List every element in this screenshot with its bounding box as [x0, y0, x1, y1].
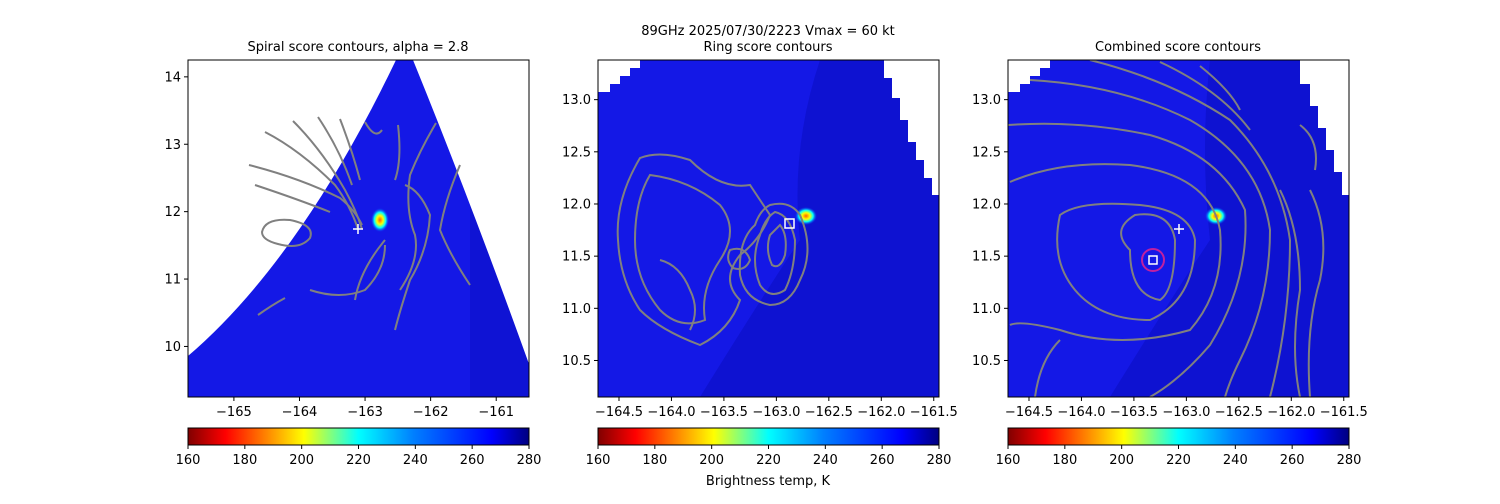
y-tick-label: 10.5: [972, 354, 1001, 369]
x-tick-label: −161.5: [1320, 405, 1368, 420]
combined-score-contours: [1008, 60, 1325, 397]
y-tick-label: 11.0: [562, 302, 591, 317]
axis-ticks: −164.5 −164.0 −163.5 −163.0 −162.5 −162.0 −161…: [562, 93, 958, 420]
panel-spiral: Spiral score contours, alpha = 2.8 −165−…: [164, 40, 541, 468]
swath-blank-area: [188, 60, 396, 356]
colorbar: 160 180 200 220 240 260 280: [996, 427, 1362, 468]
colorbar-ticks: 160 180 200 220 240 260 280: [176, 445, 542, 468]
colorbar-tick-label: 180: [232, 453, 257, 468]
colorbar-tick-label: 200: [699, 453, 724, 468]
colorbar: 160 180 200 220 240 260 280: [176, 427, 542, 468]
axes-frame: [187, 59, 530, 398]
colorbar-tick-label: 280: [517, 453, 542, 468]
x-tick-label: −164.5: [1005, 405, 1053, 420]
colorbar: 160 180 200 220 240 260 280: [586, 427, 952, 468]
x-tick-label: −161.5: [910, 405, 958, 420]
y-tick-label: 11.5: [562, 250, 591, 265]
panel-ring: Ring score contours −164.5 −164.0 −163.5 −1…: [562, 40, 958, 489]
colorbar-tick-label: 280: [927, 453, 952, 468]
y-tick-label: 13.0: [972, 93, 1001, 108]
panel-title: Combined score contours: [1095, 40, 1261, 55]
colorbar-tick-label: 220: [346, 453, 371, 468]
square-marker: [1148, 255, 1158, 265]
x-tick-label: −162.0: [1267, 405, 1315, 420]
axes-frame: [597, 59, 940, 398]
colorbar-tick-label: 240: [403, 453, 428, 468]
x-tick-label: −164.5: [595, 405, 643, 420]
y-tick-label: 14: [164, 70, 181, 85]
colorbar-tick-label: 260: [1280, 453, 1305, 468]
axes-frame: [1007, 59, 1350, 398]
colorbar-tick-label: 240: [813, 453, 838, 468]
x-tick-label: −161: [478, 405, 514, 420]
swath-blank-topleft: [598, 60, 640, 92]
colorbar-tick-label: 220: [756, 453, 781, 468]
x-tick-label: −163.5: [700, 405, 748, 420]
x-tick-label: −162.5: [805, 405, 853, 420]
colorbar-tick-label: 160: [176, 453, 201, 468]
colorbar-tick-label: 260: [870, 453, 895, 468]
x-tick-label: −164.0: [1057, 405, 1105, 420]
swath-blank-right: [413, 60, 529, 364]
axis-ticks: −165 −164 −163 −162 −161 10 11 12 13 14: [164, 70, 514, 420]
cold-spot: [795, 207, 817, 225]
cold-spot: [371, 208, 389, 232]
x-tick-label: −165: [216, 405, 252, 420]
y-tick-label: 12.0: [562, 197, 591, 212]
y-tick-label: 10: [164, 340, 181, 355]
colorbar-tick-label: 240: [1223, 453, 1248, 468]
panel-title: Spiral score contours, alpha = 2.8: [247, 40, 468, 55]
y-tick-label: 12.0: [972, 197, 1001, 212]
spiral-score-contours: [248, 116, 471, 331]
circle-marker: [1141, 248, 1165, 272]
y-tick-label: 12.5: [562, 145, 591, 160]
y-tick-label: 13: [164, 138, 181, 153]
x-tick-label: −163.0: [752, 405, 800, 420]
colorbar-gradient: [597, 427, 940, 446]
y-tick-label: 13.0: [562, 93, 591, 108]
x-tick-label: −164.0: [647, 405, 695, 420]
colorbar-tick-label: 200: [289, 453, 314, 468]
colorbar-ticks: 160 180 200 220 240 260 280: [996, 445, 1362, 468]
swath-blank-topright: [884, 60, 939, 195]
colorbar-tick-label: 160: [586, 453, 611, 468]
swath-blank-topright: [1300, 60, 1349, 195]
figure-suptitle: 89GHz 2025/07/30/2223 Vmax = 60 kt: [641, 24, 895, 39]
y-tick-label: 12.5: [972, 145, 1001, 160]
y-tick-label: 11: [164, 273, 181, 288]
panel-combined: Combined score contours −164.5 −164.0 −163…: [972, 40, 1368, 468]
y-tick-label: 10.5: [562, 354, 591, 369]
colorbar-tick-label: 260: [460, 453, 485, 468]
x-tick-label: −163: [347, 405, 383, 420]
tb-field-dark-region: [1110, 60, 1349, 397]
colorbar-gradient: [1007, 427, 1350, 446]
square-marker: [784, 218, 795, 229]
colorbar-tick-label: 220: [1166, 453, 1191, 468]
x-tick-label: −164: [282, 405, 318, 420]
panel-title: Ring score contours: [703, 40, 832, 55]
colorbar-label: Brightness temp, K: [706, 474, 831, 489]
plus-marker: [353, 224, 363, 234]
colorbar-gradient: [187, 427, 530, 446]
y-tick-label: 11.5: [972, 250, 1001, 265]
colorbar-tick-label: 160: [996, 453, 1021, 468]
colorbar-ticks: 160 180 200 220 240 260 280: [586, 445, 952, 468]
x-tick-label: −162.5: [1215, 405, 1263, 420]
swath-blank-topleft: [1008, 60, 1050, 92]
x-tick-label: −162: [413, 405, 449, 420]
colorbar-tick-label: 200: [1109, 453, 1134, 468]
y-tick-label: 11.0: [972, 302, 1001, 317]
ring-score-contours: [616, 153, 809, 347]
colorbar-tick-label: 180: [642, 453, 667, 468]
y-tick-label: 12: [164, 205, 181, 220]
plus-marker: [1174, 224, 1184, 234]
axis-ticks: −164.5 −164.0 −163.5 −163.0 −162.5 −162.0 −161…: [972, 93, 1368, 420]
x-tick-label: −163.0: [1162, 405, 1210, 420]
tb-field-dark-region: [700, 60, 939, 397]
x-tick-label: −162.0: [857, 405, 905, 420]
colorbar-tick-label: 180: [1052, 453, 1077, 468]
colorbar-tick-label: 280: [1337, 453, 1362, 468]
x-tick-label: −163.5: [1110, 405, 1158, 420]
